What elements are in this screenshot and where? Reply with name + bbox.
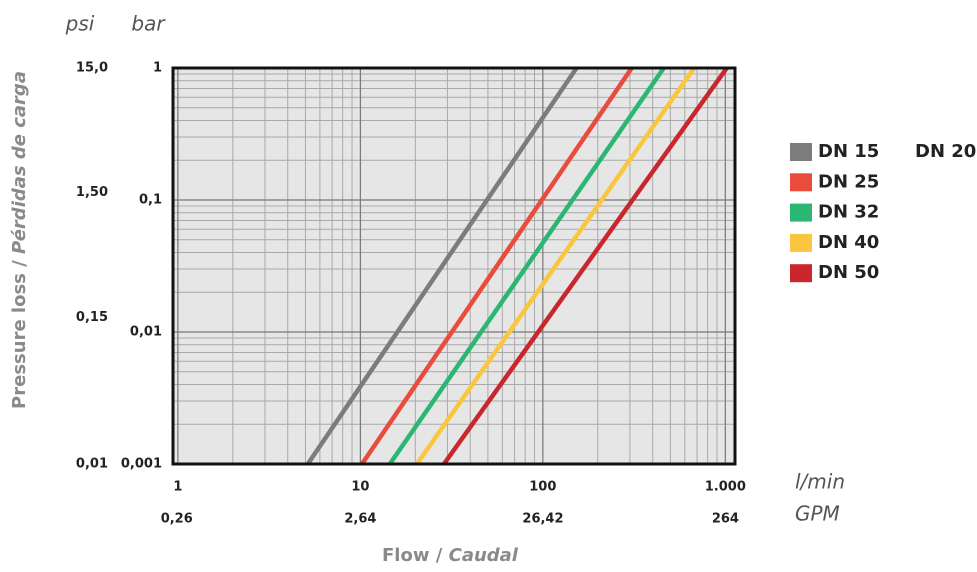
x-label-es: Caudal <box>449 545 519 566</box>
x2-tick-label: 0,26 <box>161 512 193 527</box>
y2-tick-label: 15,0 <box>76 61 108 76</box>
x-axis-label: Flow / Caudal <box>382 545 519 566</box>
x-tick-label: 10 <box>351 480 369 495</box>
legend-swatch <box>790 173 812 192</box>
legend-label: DN 20 <box>915 141 976 162</box>
x-tick-label: 1 <box>173 480 182 495</box>
y-axis-label: Pressure loss / Pérdidas de carga <box>9 71 30 409</box>
series-line <box>415 68 697 464</box>
y2-unit: psi <box>65 12 95 36</box>
legend-label: DN 15 <box>818 141 879 162</box>
series-line <box>387 68 666 464</box>
legend-label: DN 40 <box>818 232 879 253</box>
x-tick-label: 100 <box>529 480 556 495</box>
y-unit: bar <box>131 12 166 36</box>
y2-tick-label: 0,01 <box>76 457 108 472</box>
legend-swatch <box>790 264 812 283</box>
legend-swatch <box>790 143 812 161</box>
y-tick-label: 0,01 <box>130 325 162 340</box>
plot-border <box>171 66 737 466</box>
x-unit: l/min <box>795 470 845 494</box>
y-tick-label: 0,1 <box>139 193 162 208</box>
legend-label: DN 32 <box>818 202 879 223</box>
x-label-en: Flow / <box>382 545 443 566</box>
legend-label: DN 50 <box>818 262 879 283</box>
plot-background <box>173 68 735 464</box>
y-tick-label: 0,001 <box>121 457 162 472</box>
y2-tick-label: 1,50 <box>76 185 108 200</box>
legend-label: DN 25 <box>818 171 879 192</box>
x2-tick-label: 264 <box>712 512 739 527</box>
x2-unit: GPM <box>795 502 840 526</box>
y-tick-label: 1 <box>153 61 162 76</box>
y-label-en: Pressure loss / <box>9 260 30 409</box>
x-tick-label: 1.000 <box>705 480 746 495</box>
series-line <box>305 68 579 464</box>
x2-tick-label: 26,42 <box>522 512 563 527</box>
y-label-es: Pérdidas de carga <box>9 71 30 254</box>
series-line <box>360 68 634 464</box>
legend-swatch <box>790 203 812 222</box>
y2-tick-label: 0,15 <box>76 310 108 325</box>
x2-tick-label: 2,64 <box>344 512 376 527</box>
legend-swatch <box>790 233 812 252</box>
series-group <box>305 68 729 464</box>
series-line <box>442 68 729 464</box>
